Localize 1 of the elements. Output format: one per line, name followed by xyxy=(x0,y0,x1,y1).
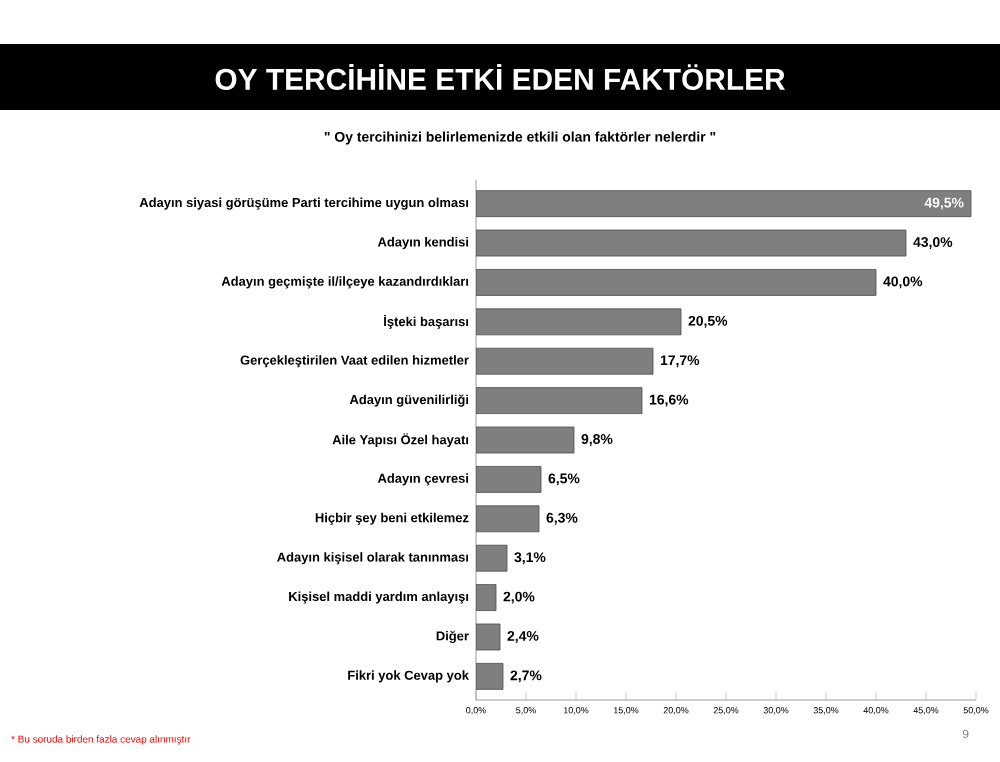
chart-title: OY TERCİHİNE ETKİ EDEN FAKTÖRLER xyxy=(215,64,786,90)
